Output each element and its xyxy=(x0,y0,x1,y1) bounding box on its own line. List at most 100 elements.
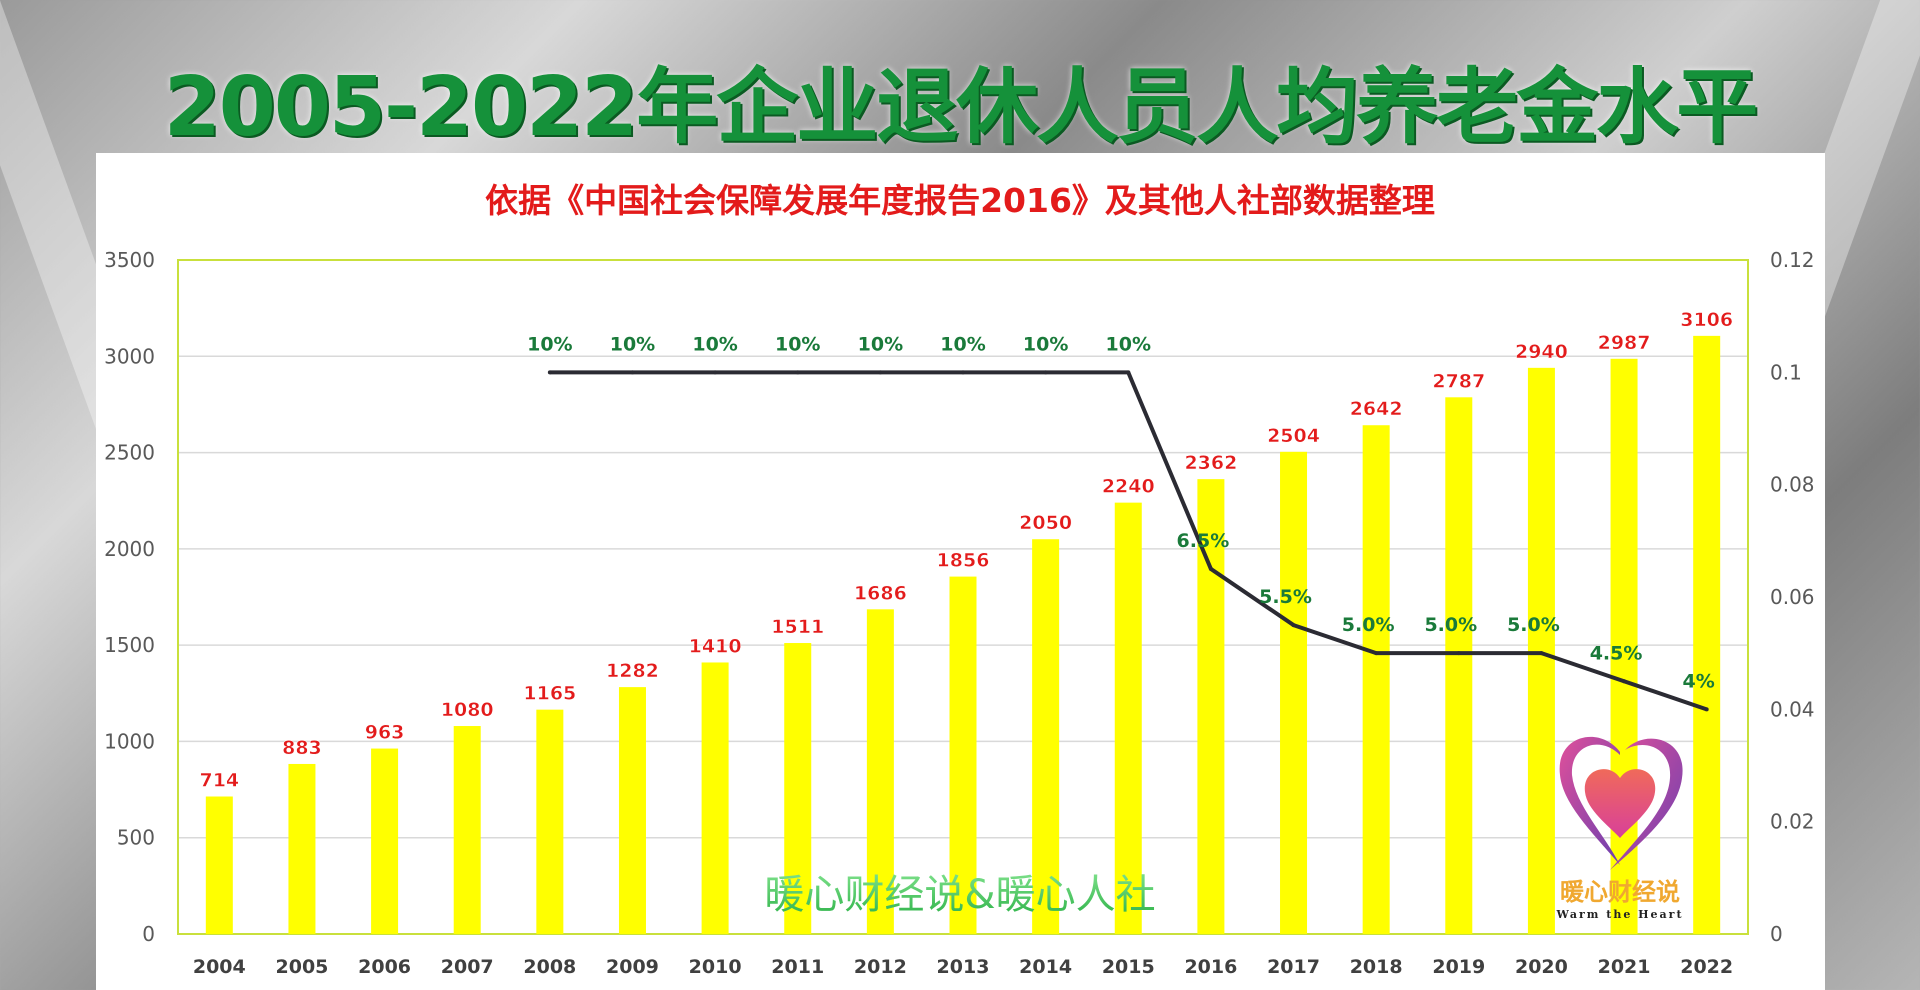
line-point xyxy=(1374,651,1379,656)
watermark: 暖心财经说&暖心人社 xyxy=(764,872,1155,918)
line-point xyxy=(1704,707,1709,712)
line-point xyxy=(713,370,718,375)
right-axis-tick: 0 xyxy=(1770,922,1783,946)
x-axis-tick: 2021 xyxy=(1598,956,1651,978)
x-axis-tick: 2017 xyxy=(1267,956,1320,978)
x-axis-tick: 2007 xyxy=(441,956,494,978)
x-axis-tick: 2020 xyxy=(1515,956,1568,978)
line-value-label: 10% xyxy=(940,333,985,355)
line-point xyxy=(1291,623,1296,628)
bar-value-label: 2987 xyxy=(1598,332,1651,354)
line-value-label: 5.0% xyxy=(1342,614,1395,636)
line-point xyxy=(1126,370,1131,375)
x-axis-tick: 2010 xyxy=(689,956,742,978)
bar xyxy=(866,609,894,934)
bar-value-label: 2642 xyxy=(1350,398,1403,420)
left-axis-tick: 3500 xyxy=(104,248,155,272)
right-axis-tick: 0.08 xyxy=(1770,473,1815,497)
line-value-label: 5.0% xyxy=(1507,614,1560,636)
x-axis-tick: 2014 xyxy=(1019,956,1072,978)
bar-value-label: 883 xyxy=(282,737,322,759)
bar-value-label: 2362 xyxy=(1184,452,1237,474)
bar xyxy=(371,748,399,934)
bar-value-label: 1165 xyxy=(523,683,576,705)
bar xyxy=(618,687,646,934)
bar xyxy=(1610,358,1638,934)
line-point xyxy=(878,370,883,375)
x-axis-tick: 2016 xyxy=(1184,956,1237,978)
x-axis-tick: 2022 xyxy=(1680,956,1733,978)
line-value-label: 10% xyxy=(610,333,655,355)
x-axis-tick: 2004 xyxy=(193,956,246,978)
bar xyxy=(1280,451,1308,934)
line-point xyxy=(630,370,635,375)
line-point xyxy=(1539,651,1544,656)
bar-value-label: 963 xyxy=(365,722,405,744)
bar-value-label: 1410 xyxy=(689,635,742,657)
left-axis-tick: 0 xyxy=(142,922,155,946)
line-value-label: 10% xyxy=(775,333,820,355)
bar xyxy=(701,662,729,934)
bar-value-label: 714 xyxy=(199,770,239,792)
heart-outline-icon xyxy=(1559,736,1620,865)
bar xyxy=(784,643,812,934)
heart-outline-icon xyxy=(1610,738,1683,870)
bar-value-label: 2050 xyxy=(1019,512,1072,534)
bar-value-label: 1282 xyxy=(606,660,659,682)
line-value-label: 10% xyxy=(692,333,737,355)
line-value-label: 5.5% xyxy=(1259,586,1312,608)
bar-value-label: 1080 xyxy=(441,699,494,721)
line-value-label: 6.5% xyxy=(1177,530,1230,552)
bar xyxy=(1114,502,1142,934)
x-axis-tick: 2006 xyxy=(358,956,411,978)
bar-value-label: 1686 xyxy=(854,582,907,604)
line-point xyxy=(547,370,552,375)
bar xyxy=(453,726,481,934)
heart-icon xyxy=(1584,769,1656,838)
left-axis-tick: 1000 xyxy=(104,729,155,753)
bar xyxy=(1527,367,1555,935)
bar xyxy=(1445,397,1473,934)
left-axis-tick: 2500 xyxy=(104,441,155,465)
bar xyxy=(1693,335,1721,934)
bar-value-label: 2504 xyxy=(1267,425,1320,447)
bar-value-label: 2240 xyxy=(1102,476,1155,498)
chart-subtitle: 依据《中国社会保障发展年度报告2016》及其他人社部数据整理 xyxy=(485,181,1435,220)
x-axis-tick: 2008 xyxy=(523,956,576,978)
logo-text-en: Warm the Heart xyxy=(1555,908,1683,921)
x-axis-tick: 2005 xyxy=(276,956,329,978)
line-value-label: 5.0% xyxy=(1424,614,1477,636)
x-axis-tick: 2013 xyxy=(937,956,990,978)
x-axis-tick: 2019 xyxy=(1432,956,1485,978)
bar xyxy=(1362,425,1390,934)
x-axis-tick: 2012 xyxy=(854,956,907,978)
line-point xyxy=(1622,679,1627,684)
bar-value-label: 3106 xyxy=(1680,309,1733,331)
bar xyxy=(205,796,233,934)
line-value-label: 4.5% xyxy=(1590,642,1643,664)
line-point xyxy=(1043,370,1048,375)
page-title: 2005-2022年企业退休人员人均养老金水平 xyxy=(163,60,1758,155)
line-point xyxy=(1456,651,1461,656)
right-axis-tick: 0.1 xyxy=(1770,360,1802,384)
line-value-label: 4% xyxy=(1683,670,1715,692)
right-axis-tick: 0.06 xyxy=(1770,585,1815,609)
left-axis-tick: 1500 xyxy=(104,633,155,657)
logo-text-cn: 暖心财经说 xyxy=(1560,878,1680,906)
bar xyxy=(1032,539,1060,934)
left-axis-tick: 3000 xyxy=(104,344,155,368)
right-axis-tick: 0.04 xyxy=(1770,697,1815,721)
bar-value-label: 2787 xyxy=(1432,370,1485,392)
bar xyxy=(536,709,564,934)
left-axis-tick: 500 xyxy=(117,826,155,850)
line-value-label: 10% xyxy=(527,333,572,355)
right-axis-tick: 0.12 xyxy=(1770,248,1815,272)
x-axis-tick: 2011 xyxy=(771,956,824,978)
x-axis-tick: 2018 xyxy=(1350,956,1403,978)
x-axis-tick: 2009 xyxy=(606,956,659,978)
bar-value-label: 1511 xyxy=(771,616,824,638)
bar xyxy=(288,763,316,934)
line-point xyxy=(961,370,965,375)
line-value-label: 10% xyxy=(1023,333,1068,355)
